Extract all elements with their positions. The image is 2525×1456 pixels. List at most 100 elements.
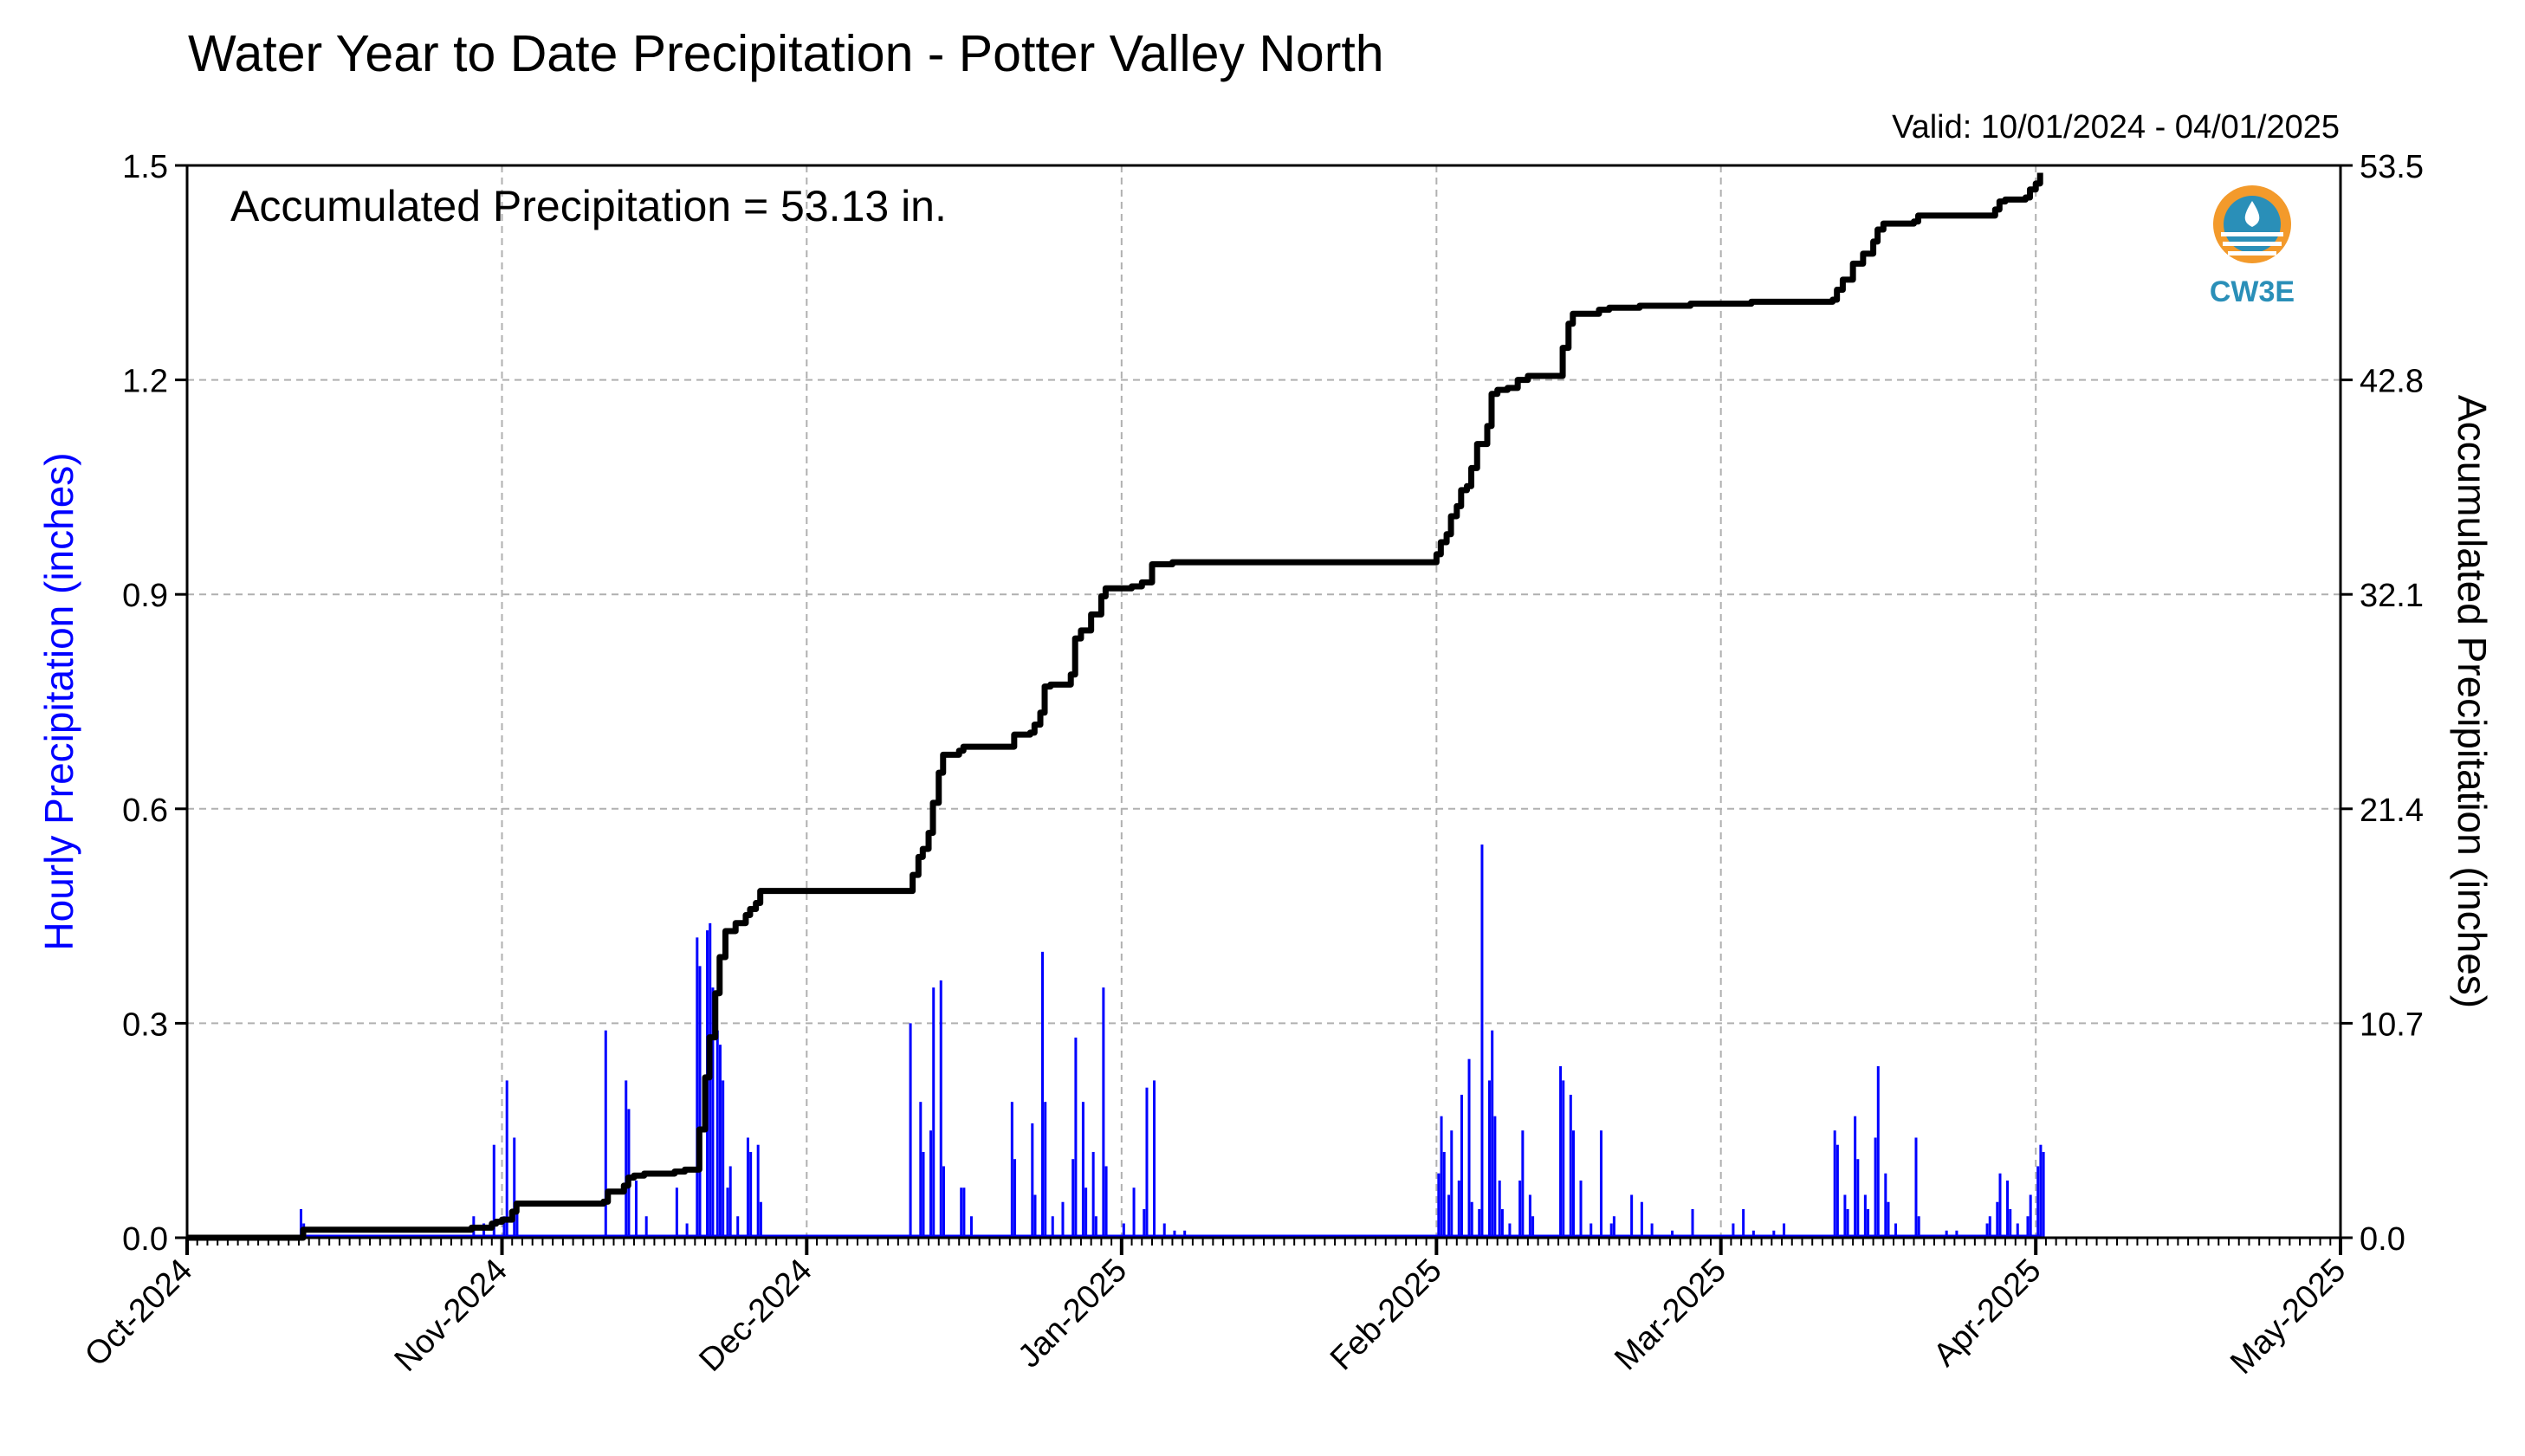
hourly-bar [502, 1216, 506, 1238]
accumulated-precip-line [187, 172, 2043, 1241]
left-y-tick-label: 0.9 [122, 578, 168, 614]
hourly-bar [2016, 1223, 2019, 1238]
hourly-bar [1104, 1166, 1108, 1238]
hourly-bar [1143, 1208, 1146, 1238]
hourly-bar [1640, 1201, 1643, 1238]
hourly-bar [1571, 1130, 1575, 1238]
hourly-bar [1061, 1201, 1065, 1238]
hourly-bar [1599, 1130, 1602, 1238]
right-y-tick-label: 32.1 [2360, 578, 2424, 614]
hourly-bar [1835, 1144, 1839, 1238]
hourly-bar [1833, 1130, 1836, 1238]
hourly-bar [675, 1187, 678, 1238]
hourly-bar [749, 1151, 753, 1238]
hourly-bar [1033, 1194, 1037, 1238]
right-axis-label: Accumulated Precipitation (inches) [2450, 395, 2495, 1008]
x-axis: Oct-2024 Nov-2024 Dec-2024 Jan-2025 Feb-2025… [78, 1238, 2353, 1382]
hourly-bar [1072, 1159, 1075, 1238]
hourly-bar [1518, 1180, 1522, 1238]
hourly-bar [1562, 1080, 1565, 1238]
hourly-bar [1132, 1187, 1136, 1238]
x-tick-label: Dec-2024 [692, 1252, 819, 1379]
hourly-bar [515, 1201, 519, 1238]
hourly-bar [299, 1208, 302, 1238]
hourly-bar [1460, 1094, 1464, 1238]
hourly-bar [909, 1023, 912, 1238]
right-y-axis: 0.0 10.7 21.4 32.1 42.8 53.5 [2340, 149, 2424, 1258]
hourly-bar [1081, 1102, 1084, 1238]
hourly-bar [492, 1144, 495, 1238]
hourly-bar [939, 980, 942, 1238]
left-axis-label: Hourly Precipitation (inches) [36, 452, 81, 950]
hourly-bar [1528, 1194, 1531, 1238]
hourly-bar [1478, 1208, 1481, 1238]
hourly-bar [1440, 1116, 1443, 1238]
hourly-bar [1884, 1173, 1887, 1238]
hourly-bar [1998, 1173, 2002, 1238]
x-tick-label: Nov-2024 [388, 1252, 515, 1379]
hourly-bar [2006, 1180, 2010, 1238]
hourly-bar [685, 1223, 689, 1238]
hourly-bar [962, 1187, 966, 1238]
hourly-bar [969, 1216, 973, 1238]
hourly-bar [1145, 1087, 1149, 1238]
x-tick-label: Oct-2024 [78, 1252, 199, 1374]
hourly-bar [932, 987, 936, 1238]
hourly-bar [1450, 1130, 1453, 1238]
hourly-bar [1162, 1223, 1166, 1238]
hourly-bar [627, 1109, 631, 1238]
hourly-bar [1153, 1080, 1156, 1238]
hourly-bar [1612, 1216, 1615, 1238]
left-y-tick-label: 0.0 [122, 1221, 168, 1258]
hourly-bar [1487, 1080, 1491, 1238]
hourly-bar [922, 1151, 925, 1238]
hourly-bar [726, 1187, 729, 1238]
left-y-tick-label: 0.6 [122, 793, 168, 829]
right-y-tick-label: 53.5 [2360, 149, 2424, 185]
hourly-bar [1914, 1137, 1918, 1238]
hourly-bar [1051, 1216, 1054, 1238]
hourly-bar [1457, 1180, 1460, 1238]
hourly-bar [1894, 1223, 1898, 1238]
hourly-bar [1508, 1223, 1512, 1238]
hourly-bar [1985, 1223, 1989, 1238]
hourly-bar [1887, 1201, 1890, 1238]
hourly-bar [759, 1201, 762, 1238]
hourly-bar [2029, 1194, 2032, 1238]
hourly-bar [1183, 1230, 1187, 1238]
hourly-bar [1074, 1037, 1078, 1238]
hourly-bar [1579, 1180, 1583, 1238]
hourly-bar [1945, 1230, 1948, 1238]
hourly-bar [1955, 1230, 1958, 1238]
logo-drop-icon [2244, 201, 2260, 227]
chart-title: Water Year to Date Precipitation - Potte… [188, 25, 1384, 82]
hourly-bar [960, 1187, 963, 1238]
plot-area [187, 165, 2340, 1238]
hourly-bar [1917, 1216, 1920, 1238]
hourly-bar [1500, 1208, 1504, 1238]
hourly-bar [1467, 1058, 1471, 1238]
hourly-bar [1846, 1208, 1849, 1238]
hourly-bar [728, 1166, 732, 1238]
hourly-bar [1010, 1102, 1013, 1238]
hourly-bar [736, 1216, 740, 1238]
hourly-bar [1691, 1208, 1694, 1238]
hourly-bar [1559, 1065, 1563, 1238]
hourly-bar [1751, 1230, 1755, 1238]
hourly-bar [1493, 1116, 1497, 1238]
logo-text: CW3E [2210, 275, 2295, 308]
left-y-tick-label: 0.3 [122, 1006, 168, 1043]
hourly-bar [1650, 1223, 1654, 1238]
hourly-bar [919, 1102, 923, 1238]
hourly-bar [715, 1030, 719, 1238]
hourly-bar [1122, 1223, 1125, 1238]
gridlines [187, 165, 2340, 1238]
hourly-bar [1742, 1208, 1745, 1238]
hourly-bar [1437, 1173, 1441, 1238]
hourly-bar [2042, 1151, 2045, 1238]
hourly-bar [634, 1180, 638, 1238]
hourly-bar [722, 1080, 725, 1238]
hourly-bar [1876, 1065, 1880, 1238]
hourly-bar [644, 1216, 648, 1238]
